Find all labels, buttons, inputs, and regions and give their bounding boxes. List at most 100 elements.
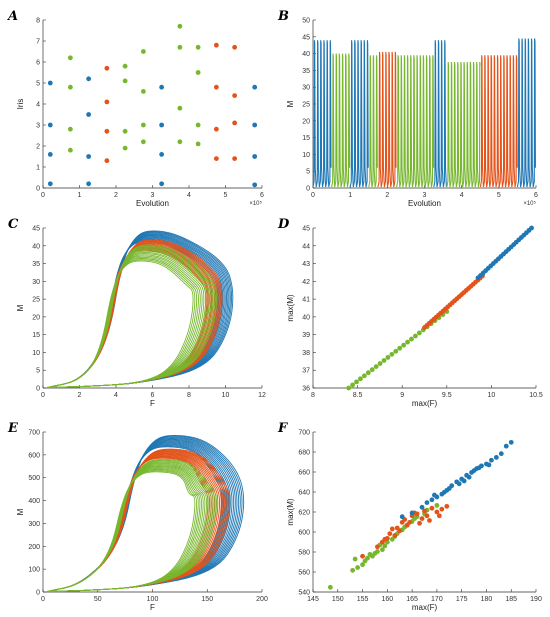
- scatter-point-blue: [252, 182, 258, 188]
- x-tick-label: 150: [201, 596, 213, 603]
- scatter-point-orange: [417, 520, 422, 526]
- y-tick-label: 25: [32, 297, 40, 304]
- scatter-point-orange: [439, 506, 445, 512]
- x-tick-label: 4: [114, 392, 118, 399]
- scatter-point-green: [369, 367, 375, 373]
- scatter-point-green: [360, 562, 365, 568]
- scatter-point-blue: [498, 451, 504, 457]
- x-tick-label: 0: [41, 392, 45, 399]
- scatter-point-orange: [232, 156, 238, 162]
- scatter-point-green: [397, 345, 403, 351]
- y-tick-label: 0: [306, 186, 310, 193]
- y-axis-label: M: [16, 508, 25, 515]
- y-tick-label: 10: [302, 152, 310, 159]
- scatter-point-blue: [419, 504, 425, 510]
- y-tick-label: 40: [32, 243, 40, 250]
- scatter-point-green: [409, 336, 414, 342]
- x-tick-label: 2: [78, 392, 82, 399]
- scatter-point-green: [122, 78, 128, 84]
- y-tick-label: 41: [302, 297, 310, 304]
- scatter-point-green: [350, 567, 356, 573]
- x-axis-label: F: [150, 603, 155, 612]
- scatter-point-green: [379, 547, 385, 553]
- scatter-point-green: [434, 503, 440, 508]
- scatter-point-green: [177, 105, 183, 111]
- scatter-point-green: [354, 379, 359, 385]
- y-tick-label: 40: [302, 51, 310, 58]
- x-axis-label: max(F): [412, 603, 438, 612]
- scatter-point-orange: [414, 511, 420, 517]
- y-tick-label: 37: [302, 368, 310, 375]
- scatter-point-blue: [456, 481, 462, 487]
- scatter-point-green: [195, 44, 201, 50]
- y-tick-label: 660: [298, 470, 310, 477]
- scatter-point-green: [393, 348, 399, 354]
- scatter-point-orange: [213, 42, 219, 48]
- x-axis-label: max(F): [412, 399, 438, 408]
- cycle-green: [47, 458, 218, 592]
- trace-orange: [377, 51, 397, 188]
- y-tick-label: 44: [302, 243, 310, 250]
- y-tick-label: 8: [36, 18, 40, 25]
- scatter-point-orange: [375, 544, 380, 550]
- y-axis-label: Iris: [16, 99, 25, 110]
- y-tick-label: 200: [28, 544, 40, 551]
- y-tick-label: 3: [36, 123, 40, 130]
- panel-f: [312, 431, 537, 593]
- scatter-point-blue: [449, 483, 455, 489]
- trace-blue: [312, 40, 332, 188]
- scatter-point-blue: [399, 514, 405, 520]
- scatter-point-blue: [409, 510, 415, 516]
- scatter-point-green: [350, 382, 356, 388]
- scatter-point-blue: [508, 439, 514, 445]
- y-tick-label: 35: [302, 68, 310, 75]
- panel-b: [312, 19, 537, 189]
- x-tick-label: 50: [94, 596, 102, 603]
- scatter-point-blue: [159, 122, 165, 128]
- scatter-point-green: [373, 364, 379, 369]
- panel-letter: C: [8, 217, 19, 232]
- y-axis-label: max(M): [286, 498, 295, 525]
- y-tick-label: 38: [302, 350, 310, 357]
- scatter-point-orange: [444, 503, 450, 509]
- scatter-point-green: [405, 339, 410, 345]
- trace-green: [446, 61, 481, 188]
- y-tick-label: 30: [32, 279, 40, 286]
- y-tick-label: 25: [302, 102, 310, 109]
- scatter-point-green: [413, 333, 418, 339]
- y-tick-label: 580: [298, 550, 310, 557]
- y-tick-label: 0: [36, 590, 40, 597]
- scatter-point-blue: [466, 474, 472, 480]
- scatter-point-blue: [441, 489, 447, 495]
- trace-orange: [479, 55, 518, 188]
- scatter-point-green: [195, 70, 201, 75]
- scatter-point-green: [352, 556, 358, 562]
- x-tick-label: 4: [187, 192, 191, 199]
- x-tick-label: 180: [481, 596, 493, 603]
- y-tick-label: 40: [302, 314, 310, 321]
- scatter-point-green: [365, 555, 370, 561]
- scatter-point-green: [177, 23, 183, 29]
- scatter-point-orange: [360, 553, 365, 559]
- trace-green: [368, 55, 378, 188]
- scatter-point-green: [122, 145, 128, 151]
- y-tick-label: 640: [298, 490, 310, 497]
- y-tick-label: 7: [36, 39, 40, 46]
- y-tick-label: 0: [36, 186, 40, 193]
- y-tick-label: 5: [306, 169, 310, 176]
- trace-green: [396, 55, 435, 188]
- panel-d: [312, 225, 537, 391]
- scatter-point-green: [358, 376, 363, 382]
- scatter-point-green: [416, 330, 422, 336]
- scatter-point-blue: [489, 457, 494, 463]
- y-tick-label: 15: [32, 332, 40, 339]
- trace-blue: [349, 40, 369, 188]
- y-tick-label: 0: [36, 386, 40, 393]
- scatter-point-blue: [252, 154, 258, 159]
- scatter-point-green: [140, 139, 146, 145]
- y-tick-label: 15: [302, 135, 310, 142]
- scatter-point-green: [385, 355, 391, 360]
- scatter-point-orange: [392, 533, 398, 538]
- y-tick-label: 50: [302, 18, 310, 25]
- scatter-point-green: [140, 122, 146, 128]
